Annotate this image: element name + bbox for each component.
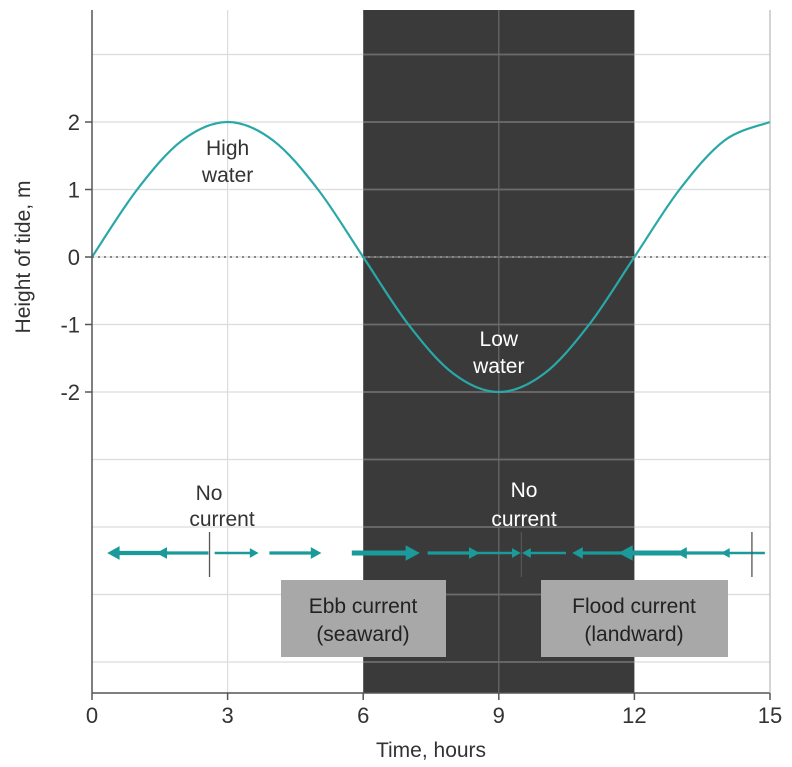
ebb-current-box xyxy=(281,580,446,657)
y-tick-label: 0 xyxy=(68,245,80,270)
ebb-current-label: (seaward) xyxy=(316,623,409,646)
y-axis-title: Height of tide, m xyxy=(12,181,35,334)
high-water-label: High xyxy=(206,137,249,160)
no-current-label: current xyxy=(189,508,255,531)
current-arrow-right xyxy=(351,545,420,561)
current-arrow-right xyxy=(269,547,322,559)
x-tick-label: 12 xyxy=(622,703,646,728)
current-arrow-head xyxy=(107,546,120,560)
current-arrow-head xyxy=(720,548,730,558)
x-axis-title: Time, hours xyxy=(376,739,486,762)
no-current-label: No xyxy=(511,479,538,502)
current-arrow-head xyxy=(512,548,521,558)
current-arrow-head xyxy=(572,547,583,559)
high-water-label: water xyxy=(201,164,253,187)
y-tick-label: 1 xyxy=(68,178,80,203)
current-arrow-left xyxy=(522,548,566,558)
tide-curve-line xyxy=(91,120,771,394)
flood-current-box xyxy=(541,580,728,657)
no-current-label: current xyxy=(491,508,557,531)
current-arrow-head xyxy=(469,547,480,559)
x-tick-label: 15 xyxy=(758,703,782,728)
current-arrow-left xyxy=(720,548,765,558)
current-arrow-head xyxy=(676,547,687,559)
x-tick-label: 0 xyxy=(86,703,98,728)
y-tick-label: -2 xyxy=(60,380,80,405)
current-arrow-left xyxy=(572,547,625,559)
y-tick-label: -1 xyxy=(60,313,80,338)
current-arrow-head xyxy=(310,547,322,559)
flood-current-label: (landward) xyxy=(584,623,683,646)
low-water-label: Low xyxy=(480,328,519,351)
no-current-label: No xyxy=(196,482,223,505)
low-water-label: water xyxy=(472,355,524,378)
x-tick-label: 3 xyxy=(221,703,233,728)
current-arrow-head xyxy=(156,547,167,559)
current-arrow-right xyxy=(476,548,521,558)
current-arrow-head xyxy=(522,548,531,558)
current-arrow-head xyxy=(618,545,633,561)
ebb-current-label: Ebb current xyxy=(309,595,418,618)
x-tick-label: 6 xyxy=(357,703,369,728)
current-arrow-head xyxy=(249,548,259,558)
current-arrow-right xyxy=(427,547,480,559)
flood-current-label: Flood current xyxy=(572,595,696,618)
y-tick-label: 2 xyxy=(68,110,80,135)
current-arrow-right xyxy=(214,548,259,558)
current-arrow-head xyxy=(405,545,420,561)
x-tick-label: 9 xyxy=(493,703,505,728)
current-arrow-left xyxy=(156,547,209,559)
